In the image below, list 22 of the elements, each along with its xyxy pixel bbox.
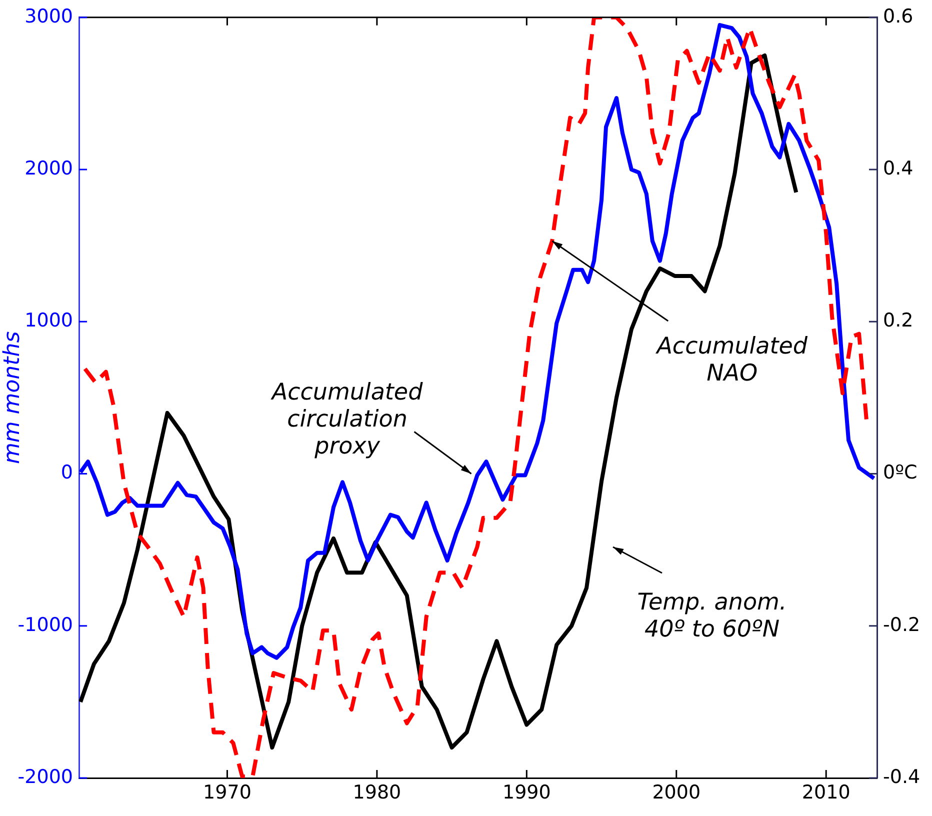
y2-tick-label: 0ºC: [883, 462, 918, 484]
y2-tick-label: 0.2: [883, 310, 914, 332]
x-tick-label: 1980: [352, 781, 402, 804]
annotation: Temp. anom. 40º to 60ºN: [637, 589, 787, 642]
y-tick-label: 1000: [24, 310, 73, 332]
y2-tick-label: -0.4: [883, 766, 920, 788]
line-series: [82, 17, 869, 778]
annotation: Accumulated circulation proxy: [270, 380, 424, 460]
x-tick-label: 2000: [652, 781, 701, 804]
y2-tick-label: 0.4: [883, 157, 914, 180]
y-axis-title: mm months: [0, 331, 25, 464]
x-tick-label: 2010: [802, 781, 850, 804]
x-tick-label: 1970: [203, 781, 252, 804]
y-tick-label: -2000: [18, 766, 73, 788]
x-tick-label: 1990: [502, 781, 551, 804]
y-tick-label: 2000: [24, 157, 73, 180]
y2-tick-label: 0.6: [883, 5, 914, 28]
y-tick-label: 0: [60, 462, 73, 484]
y2-tick-label: -0.2: [883, 614, 920, 636]
annotation: Accumulated NAO: [654, 333, 808, 386]
y-tick-label: 3000: [24, 5, 73, 28]
y-tick-label: -1000: [18, 614, 73, 636]
